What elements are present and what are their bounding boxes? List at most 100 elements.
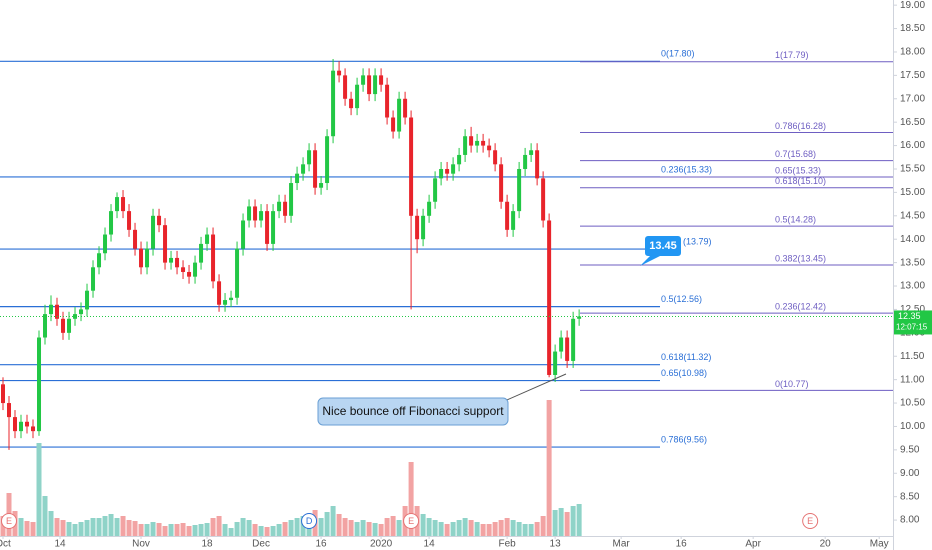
candle-body <box>337 70 342 76</box>
y-tick-label: 11.50 <box>900 351 925 362</box>
volume-bar <box>192 525 198 536</box>
volume-bar <box>132 521 138 536</box>
y-tick-label: 19.00 <box>900 0 925 11</box>
volume-bar <box>462 518 468 536</box>
volume-bar <box>84 520 90 536</box>
candle-body <box>409 117 414 216</box>
candle-body <box>241 220 246 249</box>
candle-body <box>463 136 468 155</box>
volume-bar <box>486 524 492 536</box>
candle-body <box>349 98 354 109</box>
candle-body <box>85 290 90 310</box>
last-price-label: 12.35 <box>898 311 921 321</box>
volume-bar <box>258 526 264 536</box>
candle-body <box>283 201 288 216</box>
event-label: E <box>408 516 414 526</box>
candle-body <box>565 337 570 361</box>
candle-body <box>469 136 474 146</box>
volume-bar <box>522 524 528 536</box>
candle-body <box>169 257 174 263</box>
volume-bar <box>108 514 114 536</box>
x-tick-label: 18 <box>201 539 213 550</box>
fib-label: 0(10.77) <box>775 379 809 389</box>
volume-bar <box>114 518 120 536</box>
x-tick-label: Dec <box>252 539 270 550</box>
candle-body <box>247 206 252 221</box>
x-tick-label: 13 <box>550 539 562 550</box>
x-tick-label: May <box>870 539 889 550</box>
volume-bar <box>498 520 504 536</box>
candle-body <box>541 178 546 221</box>
candle-body <box>271 211 276 244</box>
fib-label: 0.786(9.56) <box>661 434 707 444</box>
badge-pointer <box>640 256 660 266</box>
y-tick-label: 15.00 <box>900 187 925 198</box>
candle-body <box>289 183 294 216</box>
x-tick-label: Apr <box>745 539 761 550</box>
fib-label: (13.79) <box>683 236 712 246</box>
candle-body <box>7 403 12 418</box>
volume-bar <box>186 526 192 536</box>
candle-body <box>61 318 66 333</box>
fib-label: 0.65(15.33) <box>775 165 821 175</box>
candle-body <box>295 173 300 184</box>
x-tick-label: Mar <box>613 539 631 550</box>
fib-label: 0.236(15.33) <box>661 164 712 174</box>
candle-body <box>415 215 420 240</box>
candle-body <box>49 304 54 315</box>
volume-bar <box>234 522 240 536</box>
callout-pointer <box>499 373 567 404</box>
y-tick-label: 12.50 <box>900 304 925 315</box>
candle-body <box>187 271 192 277</box>
volume-bar <box>426 518 432 536</box>
volume-bar <box>408 462 414 536</box>
y-tick-label: 13.50 <box>900 257 925 268</box>
candle-body <box>379 75 384 85</box>
volume-bar <box>318 518 324 536</box>
y-tick-label: 10.50 <box>900 398 925 409</box>
volume-bar <box>48 511 54 536</box>
volume-bar <box>360 520 366 536</box>
x-tick-label: Feb <box>498 539 516 550</box>
price-badge <box>645 236 681 256</box>
volume-bar <box>120 516 126 536</box>
volume-bar <box>168 524 174 536</box>
event-label: E <box>807 516 813 526</box>
volume-bar <box>492 522 498 536</box>
candle-body <box>319 183 324 188</box>
volume-bar <box>72 524 78 536</box>
event-marker <box>403 513 420 529</box>
y-tick-label: 13.00 <box>900 281 925 292</box>
volume-bar <box>330 506 336 536</box>
candle-body <box>145 248 150 268</box>
candle-body <box>193 262 198 277</box>
candle-body <box>301 164 306 174</box>
event-label: E <box>6 516 12 526</box>
candle-body <box>31 426 36 432</box>
candle-body <box>259 211 264 221</box>
candle-body <box>577 316 582 319</box>
candle-body <box>79 309 84 315</box>
candle-body <box>37 337 42 432</box>
candle-body <box>97 253 102 268</box>
event-label: D <box>306 516 313 526</box>
x-tick-label: 16 <box>316 539 328 550</box>
fib-label: 0(17.80) <box>661 49 695 59</box>
candle-body <box>535 150 540 179</box>
fib-label: 0.5(12.56) <box>661 294 702 304</box>
candle-body <box>481 140 486 146</box>
candle-body <box>343 75 348 99</box>
candle-body <box>115 197 120 212</box>
y-tick-label: 18.00 <box>900 47 925 58</box>
fib-label: 0.5(14.28) <box>775 214 816 224</box>
fib-label: 0.382(13.45) <box>775 253 826 263</box>
candle-body <box>511 211 516 230</box>
candle-body <box>433 178 438 202</box>
candle-body <box>331 70 336 137</box>
y-tick-label: 16.00 <box>900 140 925 151</box>
candle-body <box>523 154 528 169</box>
candle-body <box>487 145 492 151</box>
candle-body <box>157 215 162 226</box>
volume-bar <box>456 520 462 536</box>
y-tick-label: 9.50 <box>900 445 920 456</box>
